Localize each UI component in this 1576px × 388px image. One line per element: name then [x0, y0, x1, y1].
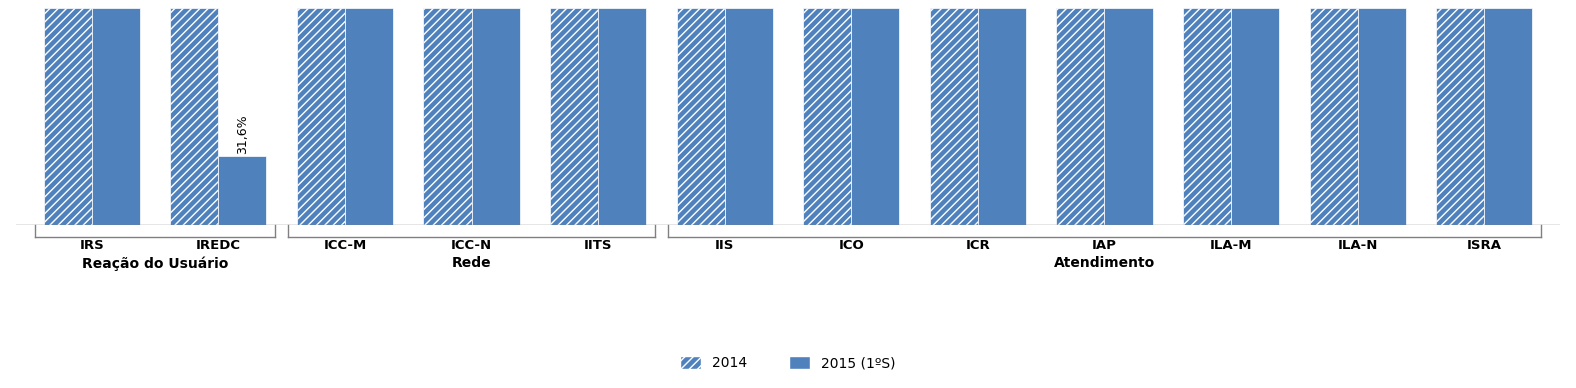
Text: ISRA: ISRA [1467, 239, 1502, 252]
Bar [1231, 8, 1280, 225]
Text: IREDC: IREDC [195, 239, 241, 252]
Text: Reação do Usuário: Reação do Usuário [82, 256, 229, 271]
Bar [296, 8, 345, 225]
Bar [1310, 8, 1357, 225]
Bar [599, 8, 646, 225]
Bar [851, 8, 900, 225]
Bar [219, 156, 266, 225]
Bar [44, 8, 91, 225]
Bar [930, 8, 977, 225]
Bar [725, 8, 772, 225]
Bar [804, 8, 851, 225]
Text: IITS: IITS [583, 239, 613, 252]
Text: Atendimento: Atendimento [1054, 256, 1155, 270]
Bar [676, 8, 725, 225]
Text: ICC-N: ICC-N [451, 239, 492, 252]
Bar [471, 8, 520, 225]
Text: IIS: IIS [716, 239, 734, 252]
Legend: 2014, 2015 (1ºS): 2014, 2015 (1ºS) [673, 349, 903, 377]
Bar [1056, 8, 1105, 225]
Text: Rede: Rede [452, 256, 492, 270]
Bar [1357, 8, 1406, 225]
Bar [1184, 8, 1231, 225]
Text: ILA-M: ILA-M [1210, 239, 1253, 252]
Text: ICR: ICR [966, 239, 990, 252]
Bar [1485, 8, 1532, 225]
Bar [170, 8, 219, 225]
Text: IRS: IRS [79, 239, 104, 252]
Text: IAP: IAP [1092, 239, 1117, 252]
Bar [1436, 8, 1485, 225]
Text: ILA-N: ILA-N [1338, 239, 1377, 252]
Bar [345, 8, 392, 225]
Bar [424, 8, 471, 225]
Text: ICO: ICO [838, 239, 864, 252]
Text: 31,6%: 31,6% [236, 114, 249, 154]
Bar [1105, 8, 1152, 225]
Bar [550, 8, 599, 225]
Text: ICC-M: ICC-M [323, 239, 367, 252]
Bar [977, 8, 1026, 225]
Bar [91, 8, 140, 225]
